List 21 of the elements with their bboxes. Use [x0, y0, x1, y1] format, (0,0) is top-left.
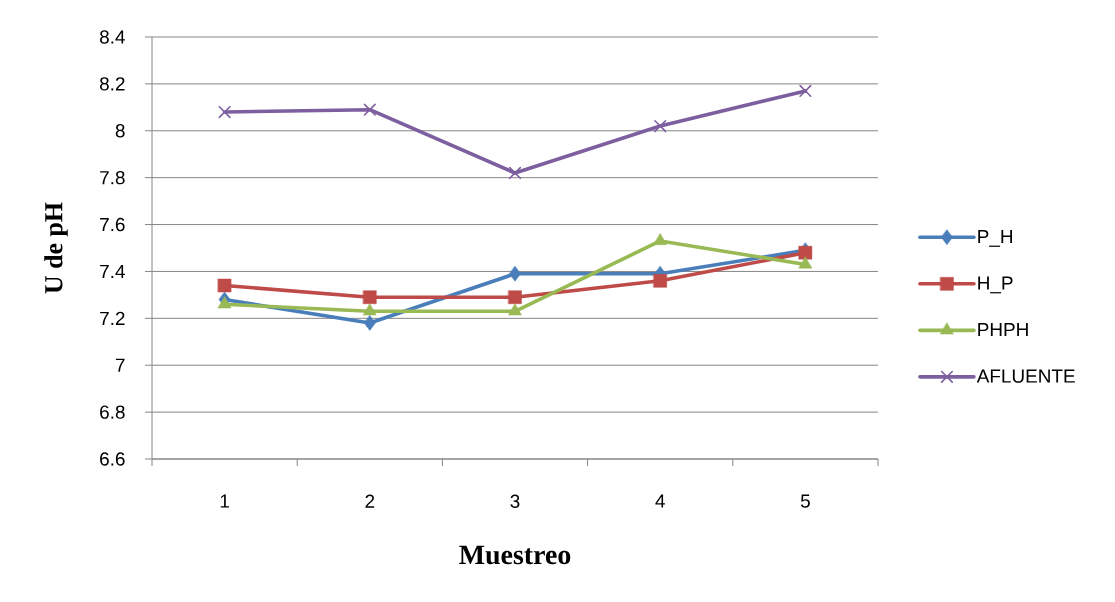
y-tick-label: 7.4	[100, 264, 125, 278]
y-axis-title: U de pH	[44, 202, 68, 294]
y-tick-label: 8.2	[99, 77, 125, 91]
x-tick-label: 2	[365, 494, 375, 508]
y-tick-label: 8	[115, 124, 125, 138]
x-tick-label: 4	[655, 494, 665, 508]
y-tick-label: 6.8	[100, 405, 125, 419]
legend-label: P_H	[978, 230, 1013, 247]
legend-label: AFLUENTE	[976, 369, 1075, 383]
x-tick-label: 3	[510, 494, 520, 508]
y-tick-label: 8.4	[99, 30, 125, 44]
x-axis-title: Muestreo	[459, 545, 571, 565]
y-tick-label: 6.6	[100, 452, 125, 466]
x-tick-label: 1	[220, 494, 229, 508]
y-tick-label: 7	[115, 358, 125, 372]
y-tick-label: 7.8	[100, 170, 125, 185]
legend-label: PHPH	[978, 323, 1028, 337]
legend-label: H_P	[978, 276, 1013, 294]
y-tick-label: 7.2	[100, 311, 125, 325]
y-tick-label: 7.6	[100, 217, 125, 232]
x-tick-label: 5	[800, 494, 810, 508]
